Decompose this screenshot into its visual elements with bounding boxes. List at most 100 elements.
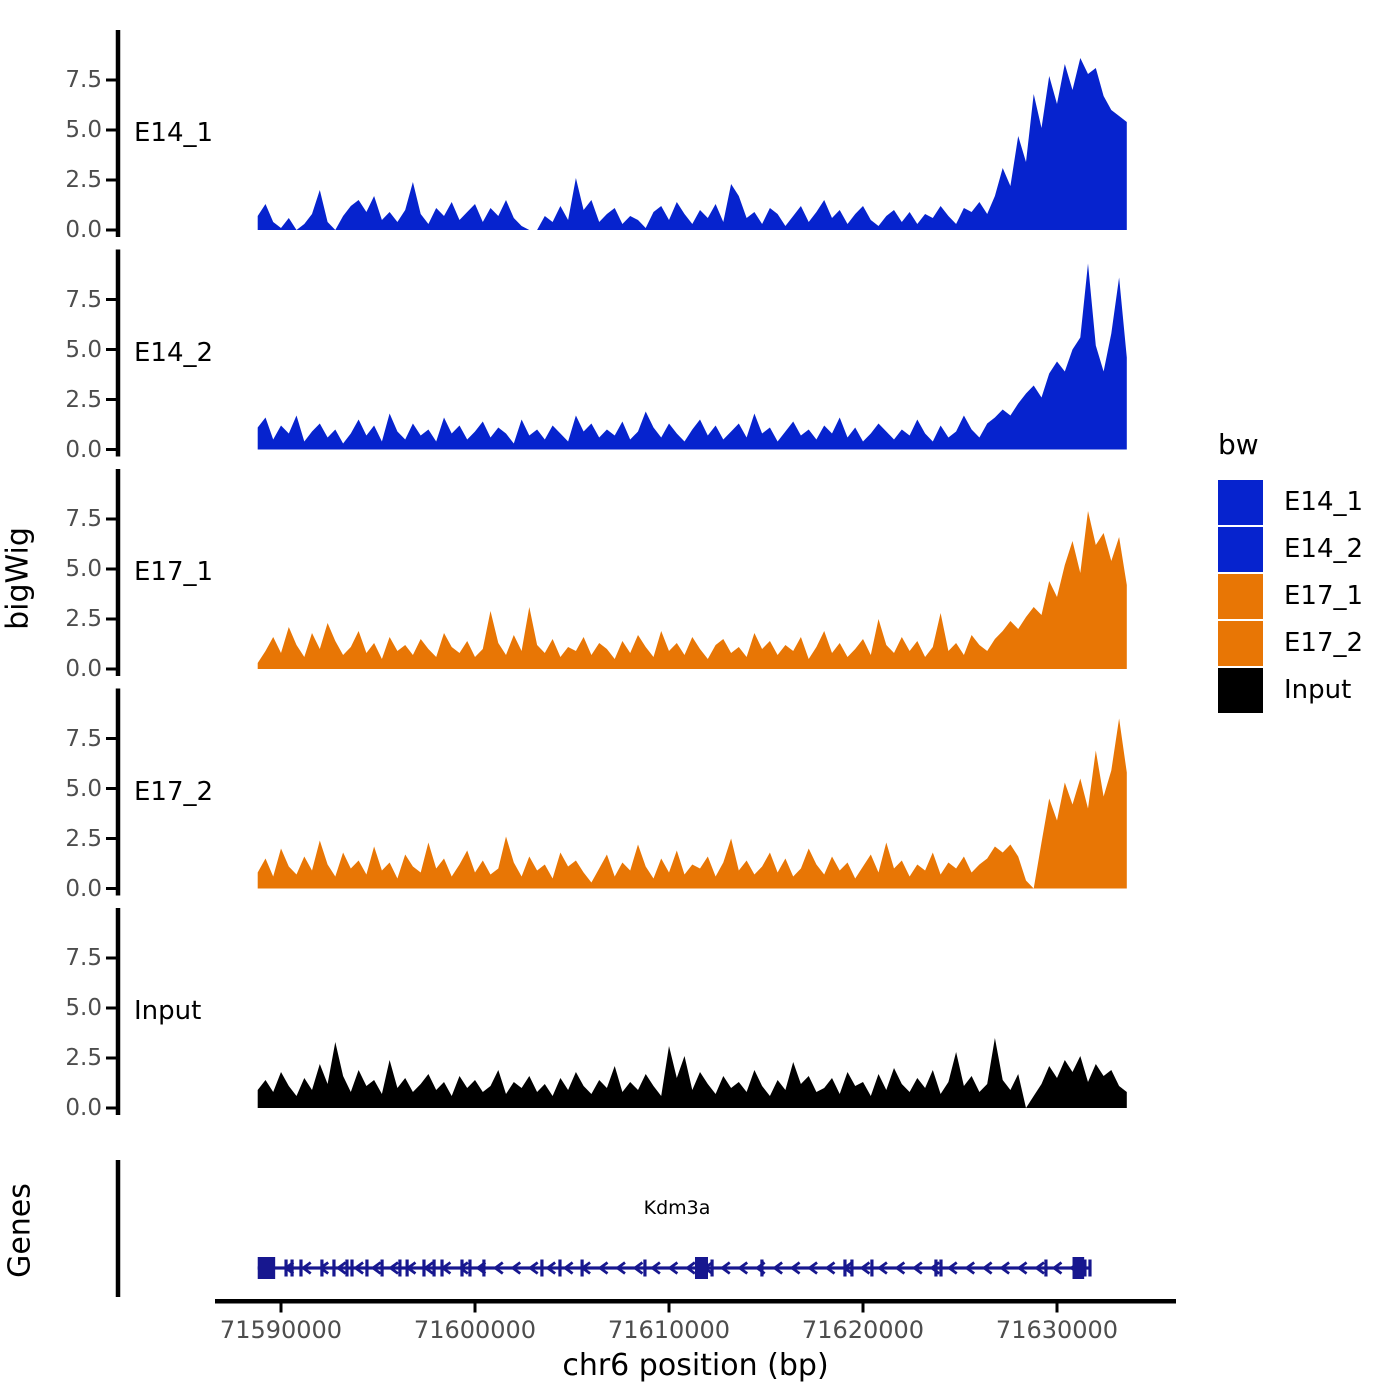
gene-exon-tick (332, 1259, 336, 1277)
y-tick-E14_1-0.0 (106, 228, 118, 232)
y-tick-label-E17_1-0.0: 0.0 (65, 656, 102, 682)
gene-strand-arrow-left (981, 1261, 993, 1275)
legend-label-Input: Input (1284, 675, 1352, 705)
gene-exon-tick (843, 1259, 847, 1277)
gene-strand-arrow-left (370, 1261, 382, 1275)
y-tick-E17_1-5.0 (106, 567, 118, 571)
y-tick-E14_2-5.0 (106, 348, 118, 351)
y-tick-label-E17_2-2.5: 2.5 (65, 825, 102, 852)
legend-label-E14_2: E14_2 (1284, 534, 1364, 564)
y-tick-label-E17_2-7.5: 7.5 (65, 725, 102, 752)
y-axis-line-E14_1 (115, 30, 121, 237)
y-tick-label-E17_1-7.5: 7.5 (65, 506, 102, 532)
y-tick-E17_2-0.0 (106, 887, 118, 890)
x-tick-71610000 (667, 1303, 671, 1313)
gene-strand-arrow-left (894, 1261, 906, 1275)
y-tick-label-E14_2-5.0: 5.0 (65, 336, 102, 363)
y-tick-E14_2-2.5 (106, 398, 118, 401)
legend-entry-E14_2: E14_2 (1218, 526, 1393, 573)
gene-exon-tick (939, 1259, 943, 1277)
gene-exon-tick (1044, 1259, 1048, 1277)
track-label-E17_1: E17_1 (134, 557, 214, 587)
gene-exon-tick (350, 1259, 354, 1277)
gene-strand-arrow-left (877, 1261, 888, 1275)
gene-exon-tick (760, 1259, 764, 1277)
gene-strand-arrow-left (527, 1261, 539, 1275)
legend-title: bw (1218, 428, 1259, 461)
legend-entry-E14_1: E14_1 (1218, 479, 1393, 526)
y-axis-line-E17_2 (115, 688, 121, 896)
gene-exon-tick (558, 1259, 562, 1277)
gene-exon-tick (643, 1259, 647, 1277)
legend-key-E17_2 (1218, 621, 1263, 666)
legend-entry-Input: Input (1218, 667, 1393, 714)
y-tick-label-E14_2-7.5: 7.5 (65, 286, 102, 313)
x-axis-line (215, 1299, 1176, 1304)
y-tick-label-Input-2.5: 2.5 (65, 1045, 102, 1071)
gene-label-kdm3a: Kdm3a (643, 1197, 711, 1219)
gene-strand-arrow-left (597, 1261, 609, 1275)
gene-exon-tick (365, 1259, 369, 1277)
y-tick-E14_1-5.0 (106, 128, 118, 132)
gene-strand-arrow-left (1051, 1261, 1063, 1275)
x-tick-71590000 (279, 1303, 283, 1313)
gene-strand-arrow-left (492, 1261, 504, 1275)
legend-key-E14_1 (1218, 480, 1263, 525)
gene-exon-tick (432, 1259, 436, 1277)
gene-exon-tick (850, 1259, 854, 1277)
y-tick-label-E14_1-7.5: 7.5 (65, 67, 102, 93)
gene-strand-arrow-left (911, 1261, 923, 1275)
gene-strand-arrow-left (684, 1261, 696, 1275)
gene-strand-arrow-left (335, 1261, 347, 1275)
x-tick-71600000 (473, 1303, 477, 1313)
gene-exon-tick (422, 1259, 426, 1277)
y-axis-line-E17_1 (115, 469, 121, 676)
legend: bw E14_1 E14_2 E17_1 E17_2 Input (1218, 428, 1393, 714)
track-label-E14_2: E14_2 (134, 337, 214, 368)
y-tick-label-E17_1-5.0: 5.0 (65, 556, 102, 582)
gene-body-line (257, 1266, 1090, 1270)
y-tick-E17_1-7.5 (106, 517, 118, 521)
gene-strand-arrow-left (388, 1261, 399, 1275)
gene-exon-tick (1083, 1259, 1087, 1277)
gene-exon-tick (405, 1259, 409, 1277)
gene-strand-arrow-left (807, 1261, 818, 1275)
legend-key-E17_1 (1218, 574, 1263, 619)
x-axis-title: chr6 position (bp) (562, 1348, 829, 1383)
genes-axis-line (115, 1160, 121, 1297)
y-tick-label-E14_1-0.0: 0.0 (65, 217, 102, 243)
gene-exon-tick (440, 1259, 444, 1277)
y-tick-Input-5.0 (106, 1006, 118, 1010)
y-tick-E14_2-7.5 (106, 298, 118, 301)
gene-exon-tick (290, 1259, 294, 1277)
gene-strand-arrow-left (300, 1261, 312, 1275)
gene-strand-arrow-left (964, 1261, 976, 1275)
signal-area-Input (257, 1038, 1127, 1108)
gene-strand-arrow-left (1034, 1261, 1045, 1275)
gene-strand-arrow-left (824, 1261, 836, 1275)
gene-strand-arrow-left (1016, 1261, 1028, 1275)
y-tick-label-E17_2-5.0: 5.0 (65, 775, 102, 802)
genes-axis-title: Genes (2, 1183, 38, 1278)
y-tick-Input-0.0 (106, 1106, 118, 1110)
y-tick-E17_2-7.5 (106, 737, 118, 740)
y-tick-Input-7.5 (106, 956, 118, 960)
gene-strand-arrow-left (789, 1261, 801, 1275)
y-tick-E17_2-2.5 (106, 837, 118, 840)
legend-rows: E14_1 E14_2 E17_1 E17_2 Input (1218, 479, 1393, 714)
track-label-E14_1: E14_1 (134, 118, 214, 148)
gene-exon-tick (345, 1259, 349, 1277)
gene-exon-box (257, 1257, 276, 1279)
y-tick-Input-2.5 (106, 1056, 118, 1060)
legend-entry-E17_1: E17_1 (1218, 573, 1393, 620)
y-tick-label-E14_2-2.5: 2.5 (65, 386, 102, 413)
y-tick-label-E14_1-2.5: 2.5 (65, 167, 102, 193)
gene-exon-tick (460, 1259, 464, 1277)
x-tick-label-71600000: 71600000 (413, 1316, 537, 1344)
y-tick-label-Input-7.5: 7.5 (65, 945, 102, 971)
gene-strand-arrow-left (457, 1261, 469, 1275)
gene-strand-arrow-left (719, 1261, 731, 1275)
gene-strand-arrow-left (946, 1261, 958, 1275)
